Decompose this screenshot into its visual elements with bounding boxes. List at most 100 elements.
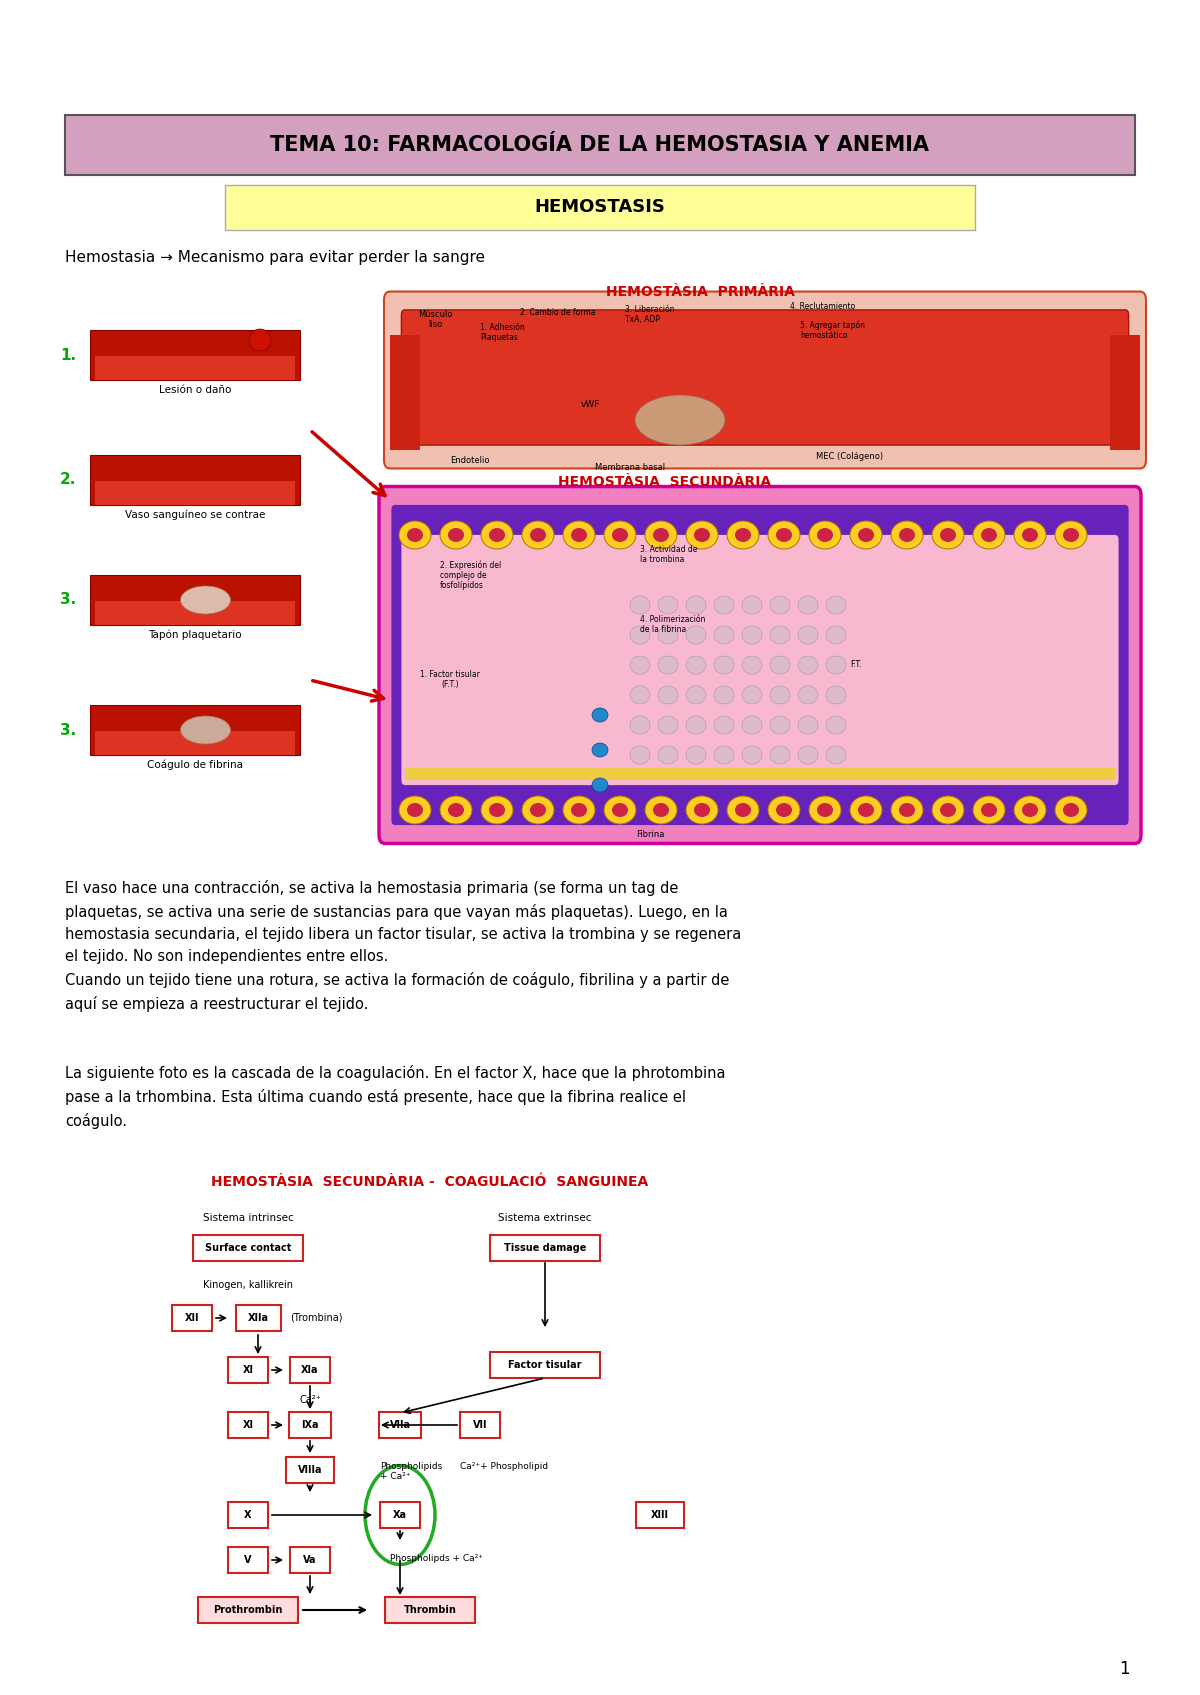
Ellipse shape: [770, 597, 790, 614]
Ellipse shape: [490, 803, 505, 817]
Text: Phospholipds + Ca²⁺: Phospholipds + Ca²⁺: [390, 1554, 482, 1563]
Bar: [290, 1548, 330, 1573]
Text: VIIa: VIIa: [390, 1420, 410, 1431]
Bar: [385, 1597, 475, 1624]
Ellipse shape: [734, 803, 751, 817]
Ellipse shape: [1014, 797, 1046, 824]
Ellipse shape: [798, 597, 818, 614]
Ellipse shape: [571, 529, 587, 542]
Ellipse shape: [826, 715, 846, 734]
Ellipse shape: [776, 529, 792, 542]
Text: Prothrombin: Prothrombin: [214, 1605, 283, 1615]
Bar: [90, 454, 300, 505]
Ellipse shape: [180, 586, 230, 614]
Ellipse shape: [890, 797, 923, 824]
Ellipse shape: [407, 803, 424, 817]
Ellipse shape: [809, 520, 841, 549]
Ellipse shape: [571, 803, 587, 817]
Bar: [236, 1305, 281, 1331]
Ellipse shape: [768, 520, 800, 549]
Text: Fibrina: Fibrina: [636, 831, 664, 839]
Ellipse shape: [798, 656, 818, 675]
Text: Va: Va: [304, 1554, 317, 1564]
Bar: [90, 575, 300, 625]
Text: Ca²⁺: Ca²⁺: [299, 1395, 320, 1405]
Ellipse shape: [850, 797, 882, 824]
Bar: [90, 331, 300, 380]
Ellipse shape: [826, 656, 846, 675]
Ellipse shape: [798, 715, 818, 734]
Ellipse shape: [770, 686, 790, 703]
Bar: [228, 1548, 268, 1573]
Bar: [390, 336, 420, 449]
Text: HEMOSTASIS: HEMOSTASIS: [534, 198, 666, 217]
Ellipse shape: [899, 803, 916, 817]
Text: Endotelio: Endotelio: [450, 456, 490, 464]
Text: 4. Polimerización
de la fibrina: 4. Polimerización de la fibrina: [640, 615, 706, 634]
Ellipse shape: [858, 529, 874, 542]
Ellipse shape: [768, 797, 800, 824]
Ellipse shape: [563, 520, 595, 549]
Text: 2. Cambio de forma: 2. Cambio de forma: [520, 308, 595, 317]
Ellipse shape: [776, 803, 792, 817]
Ellipse shape: [686, 797, 718, 824]
Ellipse shape: [658, 656, 678, 675]
Ellipse shape: [932, 797, 964, 824]
Text: 3.: 3.: [60, 593, 76, 607]
Bar: [193, 1236, 302, 1261]
Text: 1.: 1.: [60, 347, 76, 363]
Ellipse shape: [440, 520, 472, 549]
Ellipse shape: [630, 715, 650, 734]
Bar: [226, 185, 974, 231]
Ellipse shape: [653, 803, 670, 817]
Ellipse shape: [727, 797, 760, 824]
Ellipse shape: [817, 529, 833, 542]
Ellipse shape: [742, 656, 762, 675]
Text: XIII: XIII: [650, 1510, 670, 1520]
Bar: [290, 1358, 330, 1383]
Ellipse shape: [982, 529, 997, 542]
Text: Coágulo de fibrina: Coágulo de fibrina: [148, 759, 242, 771]
Bar: [95, 602, 295, 614]
Text: Músculo
liso: Músculo liso: [418, 310, 452, 329]
Text: 2.: 2.: [60, 473, 76, 488]
Ellipse shape: [407, 529, 424, 542]
Ellipse shape: [1022, 529, 1038, 542]
Ellipse shape: [658, 746, 678, 764]
Text: (Trombina): (Trombina): [290, 1314, 342, 1324]
Ellipse shape: [481, 520, 514, 549]
Text: XII: XII: [185, 1314, 199, 1324]
Bar: [228, 1358, 268, 1383]
Text: Thrombin: Thrombin: [403, 1605, 456, 1615]
Ellipse shape: [490, 529, 505, 542]
Ellipse shape: [694, 529, 710, 542]
Ellipse shape: [604, 520, 636, 549]
Text: XI: XI: [242, 1420, 253, 1431]
Text: Factor tisular: Factor tisular: [509, 1359, 582, 1370]
Bar: [90, 705, 300, 754]
Ellipse shape: [940, 803, 956, 817]
Ellipse shape: [398, 520, 431, 549]
Ellipse shape: [714, 686, 734, 703]
Ellipse shape: [826, 686, 846, 703]
Ellipse shape: [592, 778, 608, 792]
Ellipse shape: [770, 625, 790, 644]
Text: 5. Agregar tapón
hemostático: 5. Agregar tapón hemostático: [800, 320, 865, 341]
Text: 3.: 3.: [60, 722, 76, 737]
FancyBboxPatch shape: [384, 292, 1146, 468]
Bar: [406, 768, 1115, 780]
Ellipse shape: [727, 520, 760, 549]
Ellipse shape: [635, 395, 725, 446]
Ellipse shape: [653, 529, 670, 542]
Ellipse shape: [742, 686, 762, 703]
Ellipse shape: [826, 625, 846, 644]
Ellipse shape: [686, 686, 706, 703]
Ellipse shape: [826, 597, 846, 614]
Ellipse shape: [686, 520, 718, 549]
Ellipse shape: [817, 803, 833, 817]
Ellipse shape: [686, 656, 706, 675]
Bar: [95, 481, 295, 493]
Bar: [95, 493, 295, 505]
Text: Ca²⁺+ Phospholipid: Ca²⁺+ Phospholipid: [460, 1463, 548, 1471]
Ellipse shape: [658, 715, 678, 734]
